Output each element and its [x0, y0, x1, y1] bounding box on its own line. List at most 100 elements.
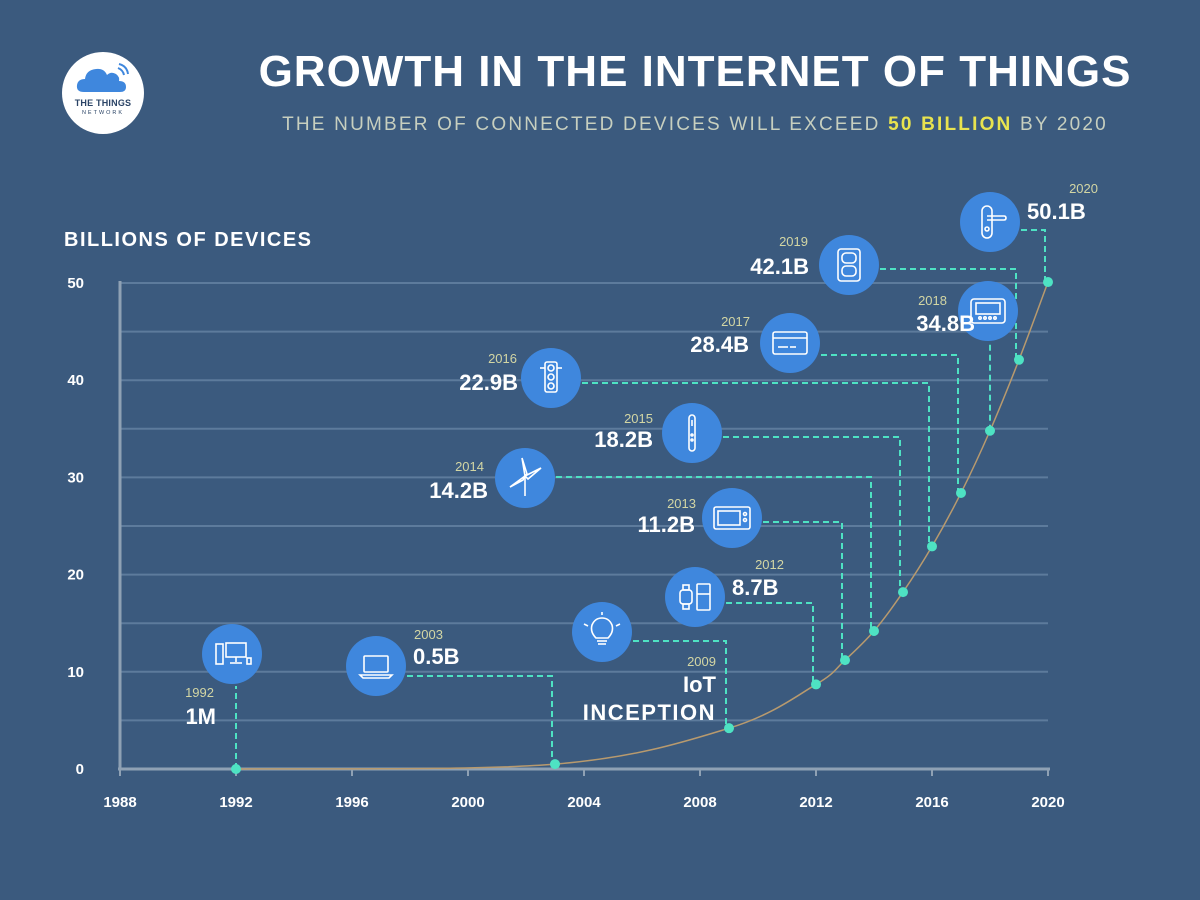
data-point-2019 — [1014, 354, 1024, 365]
icon-shape — [690, 438, 694, 442]
year-label: 2017 — [721, 314, 750, 329]
y-axis-title: BILLIONS OF DEVICES — [64, 229, 313, 251]
value-label: IoT — [683, 672, 717, 697]
icon-shape — [690, 433, 694, 437]
x-tick-labels: 1988 1992 1996 2000 2004 2008 2012 2016 2020 — [103, 769, 1065, 811]
icon-circle — [572, 602, 632, 662]
data-point-2013 — [840, 655, 850, 666]
laptop-icon — [346, 636, 406, 696]
year-label: 2015 — [624, 411, 653, 426]
icon-shape — [978, 316, 983, 321]
data-point-2012 — [811, 679, 821, 690]
leader-line-2014 — [556, 476, 872, 631]
icon-circle — [521, 348, 581, 408]
value-label: 14.2B — [429, 478, 488, 503]
x-tick-label: 2004 — [567, 794, 601, 811]
traffic-light-icon — [521, 348, 581, 408]
leader-line-2020 — [1021, 229, 1046, 283]
device-icons — [202, 192, 1020, 696]
leader-line-2019 — [880, 268, 1017, 360]
icon-shape — [246, 657, 252, 665]
icon-shape — [984, 226, 990, 232]
icon-shape — [590, 617, 614, 639]
icon-shape — [742, 517, 748, 523]
icon-shape — [363, 655, 389, 673]
y-tick-label: 10 — [67, 664, 84, 681]
icon-shape — [696, 583, 711, 611]
leader-line-2017 — [821, 354, 959, 493]
data-point-1992 — [231, 763, 241, 774]
icon-shape — [544, 361, 558, 393]
icon-shape — [547, 364, 555, 372]
x-tick-label: 1996 — [335, 794, 368, 811]
icon-shape — [509, 475, 526, 488]
year-label: 2020 — [1069, 181, 1098, 196]
value-label: 28.4B — [690, 332, 749, 357]
icon-shape — [970, 298, 1006, 324]
icon-shape — [841, 252, 857, 264]
x-tick-label: 1992 — [219, 794, 252, 811]
icon-circle — [665, 567, 725, 627]
value-label: 11.2B — [638, 512, 696, 537]
icon-shape — [742, 511, 748, 517]
logo-text-line1: THE THINGS — [74, 98, 132, 108]
y-tick-labels: 0 10 20 30 40 50 — [67, 275, 84, 778]
year-label: 2016 — [488, 351, 517, 366]
icon-shape — [615, 623, 621, 627]
leader-line-2015 — [723, 436, 901, 593]
things-network-logo: THE THINGS NETWORK — [62, 52, 144, 134]
value-label: 34.8B — [916, 311, 975, 336]
value-label: 8.7B — [732, 575, 778, 600]
data-point-2014 — [869, 625, 879, 636]
icon-shape — [547, 382, 555, 390]
y-tick-label: 0 — [76, 761, 84, 778]
cloud-icon — [76, 63, 129, 92]
icon-circle — [346, 636, 406, 696]
power-outlet-icon — [819, 235, 879, 295]
toothbrush-icon — [662, 403, 722, 463]
year-label: 2014 — [455, 459, 484, 474]
data-point-2017 — [956, 487, 966, 498]
icon-circle — [960, 192, 1020, 252]
leader-line-2012 — [726, 602, 814, 685]
icon-shape — [983, 316, 988, 321]
year-label: 2018 — [918, 293, 947, 308]
leader-line-2003 — [407, 675, 553, 765]
year-label: 2009 — [687, 654, 716, 669]
icon-shape — [713, 506, 751, 530]
icon-shape — [583, 623, 589, 627]
icon-shape — [981, 205, 993, 239]
watch-fridge-icon — [665, 567, 725, 627]
leader-line-2016 — [582, 382, 930, 547]
icon-shape — [987, 316, 993, 321]
leader-line-2009 — [633, 640, 727, 729]
value-label: 0.5B — [413, 644, 459, 669]
icon-circle — [958, 281, 1018, 341]
value-label: 22.9B — [459, 370, 518, 395]
year-label: 2012 — [755, 557, 784, 572]
leader-lines — [235, 229, 1046, 769]
thermostat-icon — [958, 281, 1018, 341]
subtitle-text: THE NUMBER OF CONNECTED DEVICES WILL EXC… — [282, 114, 889, 135]
y-tick-label: 40 — [67, 372, 84, 389]
icon-circle — [202, 624, 262, 684]
year-label: 2019 — [779, 234, 808, 249]
desktop-computer-icon — [202, 624, 262, 684]
gridlines — [120, 282, 1048, 722]
value-labels: 1992 1M 2003 0.5B 2009 IoT INCEPTION 2012 8.7B 20… — [185, 181, 1098, 729]
icon-shape — [682, 584, 690, 591]
lightbulb-icon — [572, 602, 632, 662]
year-label: 2013 — [667, 496, 696, 511]
icon-shape — [717, 510, 741, 526]
data-points — [231, 277, 1053, 774]
subtitle-highlight: 50 BILLION — [888, 114, 1013, 135]
year-label: 1992 — [185, 685, 214, 700]
wind-turbine-icon — [495, 448, 555, 508]
icon-shape — [523, 467, 542, 481]
data-point-2009 — [724, 723, 734, 734]
icon-shape — [547, 373, 555, 381]
data-point-2003 — [550, 759, 560, 770]
icon-shape — [837, 248, 861, 282]
logo-text-line2: NETWORK — [81, 110, 125, 116]
